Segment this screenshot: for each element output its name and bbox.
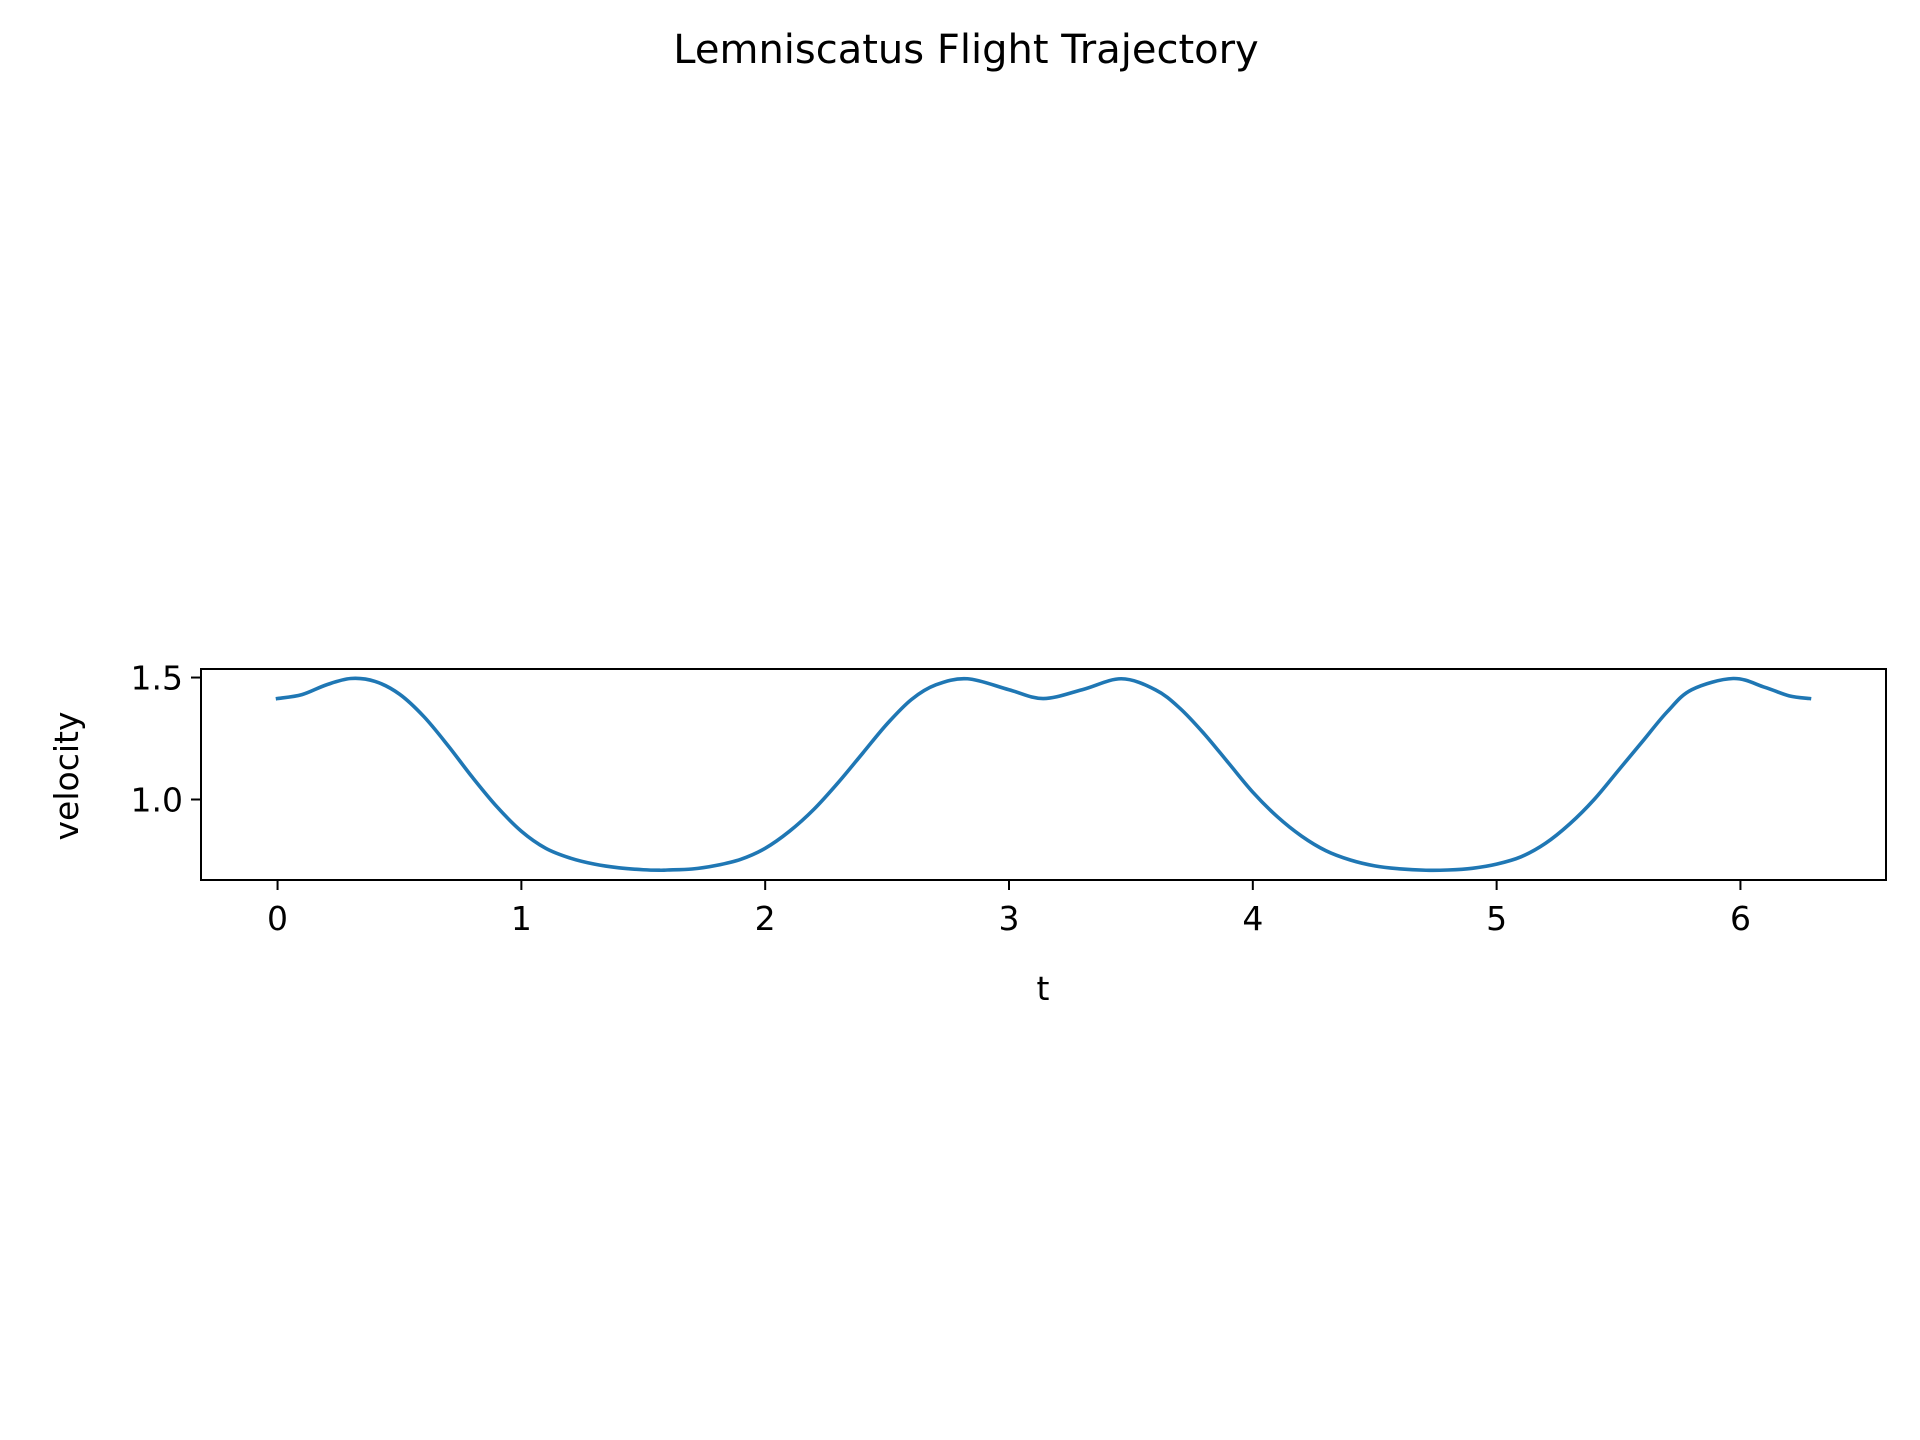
x-tick-label: 4 — [1242, 899, 1263, 938]
chart-title: Lemniscatus Flight Trajectory — [673, 27, 1258, 73]
x-tick-label: 1 — [511, 899, 532, 938]
y-tick-label: 1.0 — [131, 781, 183, 820]
series-line — [275, 676, 1812, 873]
x-axis-label: t — [1037, 969, 1050, 1008]
x-tick-label: 2 — [755, 899, 776, 938]
y-tick-label: 1.5 — [131, 659, 183, 698]
x-tick-label: 3 — [999, 899, 1020, 938]
x-tick-label: 6 — [1730, 899, 1751, 938]
y-axis: 1.0 1.5 — [131, 659, 201, 820]
x-tick-label: 0 — [267, 899, 288, 938]
x-axis: 0 1 2 3 4 5 6 — [267, 880, 1751, 938]
y-axis-label: velocity — [47, 712, 86, 841]
x-tick-label: 5 — [1486, 899, 1507, 938]
plot-area — [275, 676, 1812, 873]
axes-frame — [200, 668, 1887, 881]
